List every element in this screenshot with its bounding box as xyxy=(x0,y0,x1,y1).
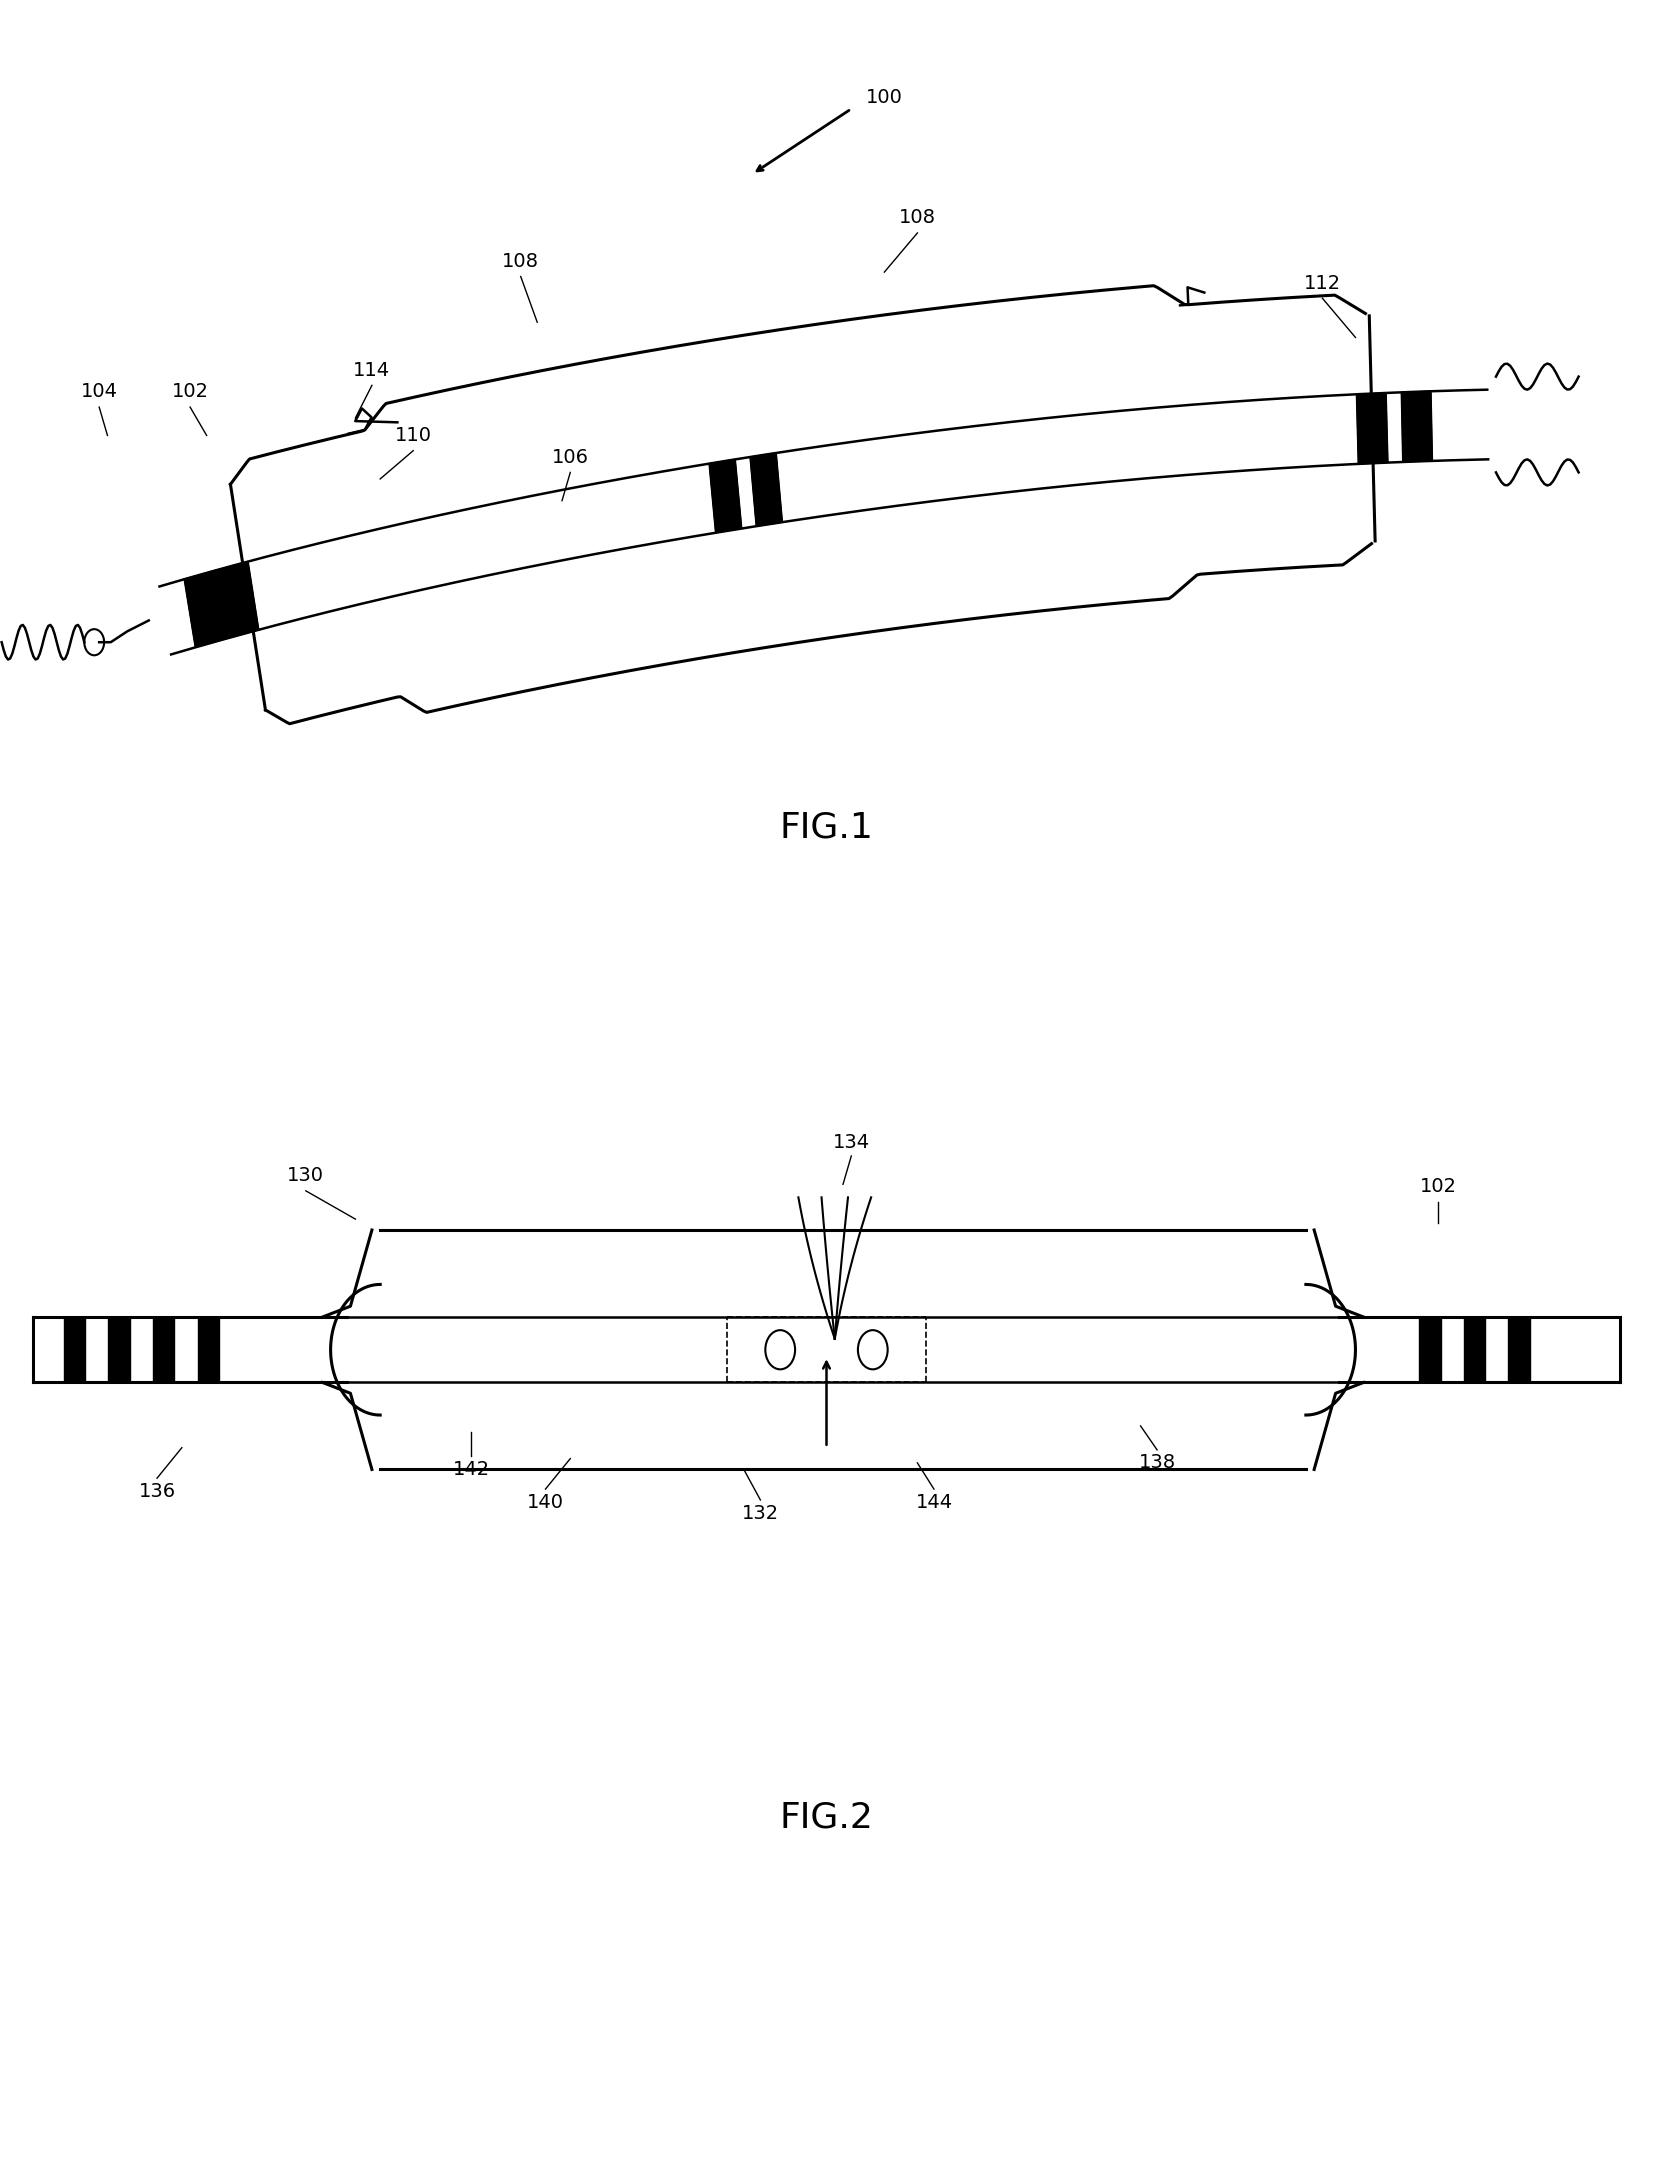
Bar xyxy=(198,1317,218,1382)
Text: 102: 102 xyxy=(172,383,208,401)
Text: 142: 142 xyxy=(453,1461,489,1478)
Text: 104: 104 xyxy=(81,383,117,401)
Text: 108: 108 xyxy=(503,253,539,270)
Polygon shape xyxy=(1357,392,1389,464)
Polygon shape xyxy=(1402,392,1433,462)
Text: 102: 102 xyxy=(1420,1178,1456,1195)
Bar xyxy=(1418,1317,1440,1382)
Text: FIG.1: FIG.1 xyxy=(780,810,873,845)
Text: FIG.2: FIG.2 xyxy=(780,1800,873,1835)
Text: 134: 134 xyxy=(833,1134,869,1152)
Text: 130: 130 xyxy=(288,1167,324,1184)
Bar xyxy=(107,1317,129,1382)
Bar xyxy=(63,1317,84,1382)
Text: 110: 110 xyxy=(395,427,431,444)
Text: 144: 144 xyxy=(916,1493,952,1511)
Polygon shape xyxy=(217,562,260,638)
Text: 114: 114 xyxy=(354,361,390,379)
Bar xyxy=(152,1317,175,1382)
Text: 132: 132 xyxy=(742,1504,779,1522)
Text: 108: 108 xyxy=(899,209,936,226)
Text: 140: 140 xyxy=(527,1493,564,1511)
Text: 136: 136 xyxy=(139,1483,175,1500)
Bar xyxy=(1509,1317,1531,1382)
Text: 138: 138 xyxy=(1139,1454,1175,1472)
Polygon shape xyxy=(183,570,228,647)
Bar xyxy=(1465,1317,1484,1382)
Text: 112: 112 xyxy=(1304,274,1341,292)
Text: 100: 100 xyxy=(866,89,903,107)
Polygon shape xyxy=(709,459,742,533)
Polygon shape xyxy=(750,453,782,527)
Text: 106: 106 xyxy=(552,448,588,466)
